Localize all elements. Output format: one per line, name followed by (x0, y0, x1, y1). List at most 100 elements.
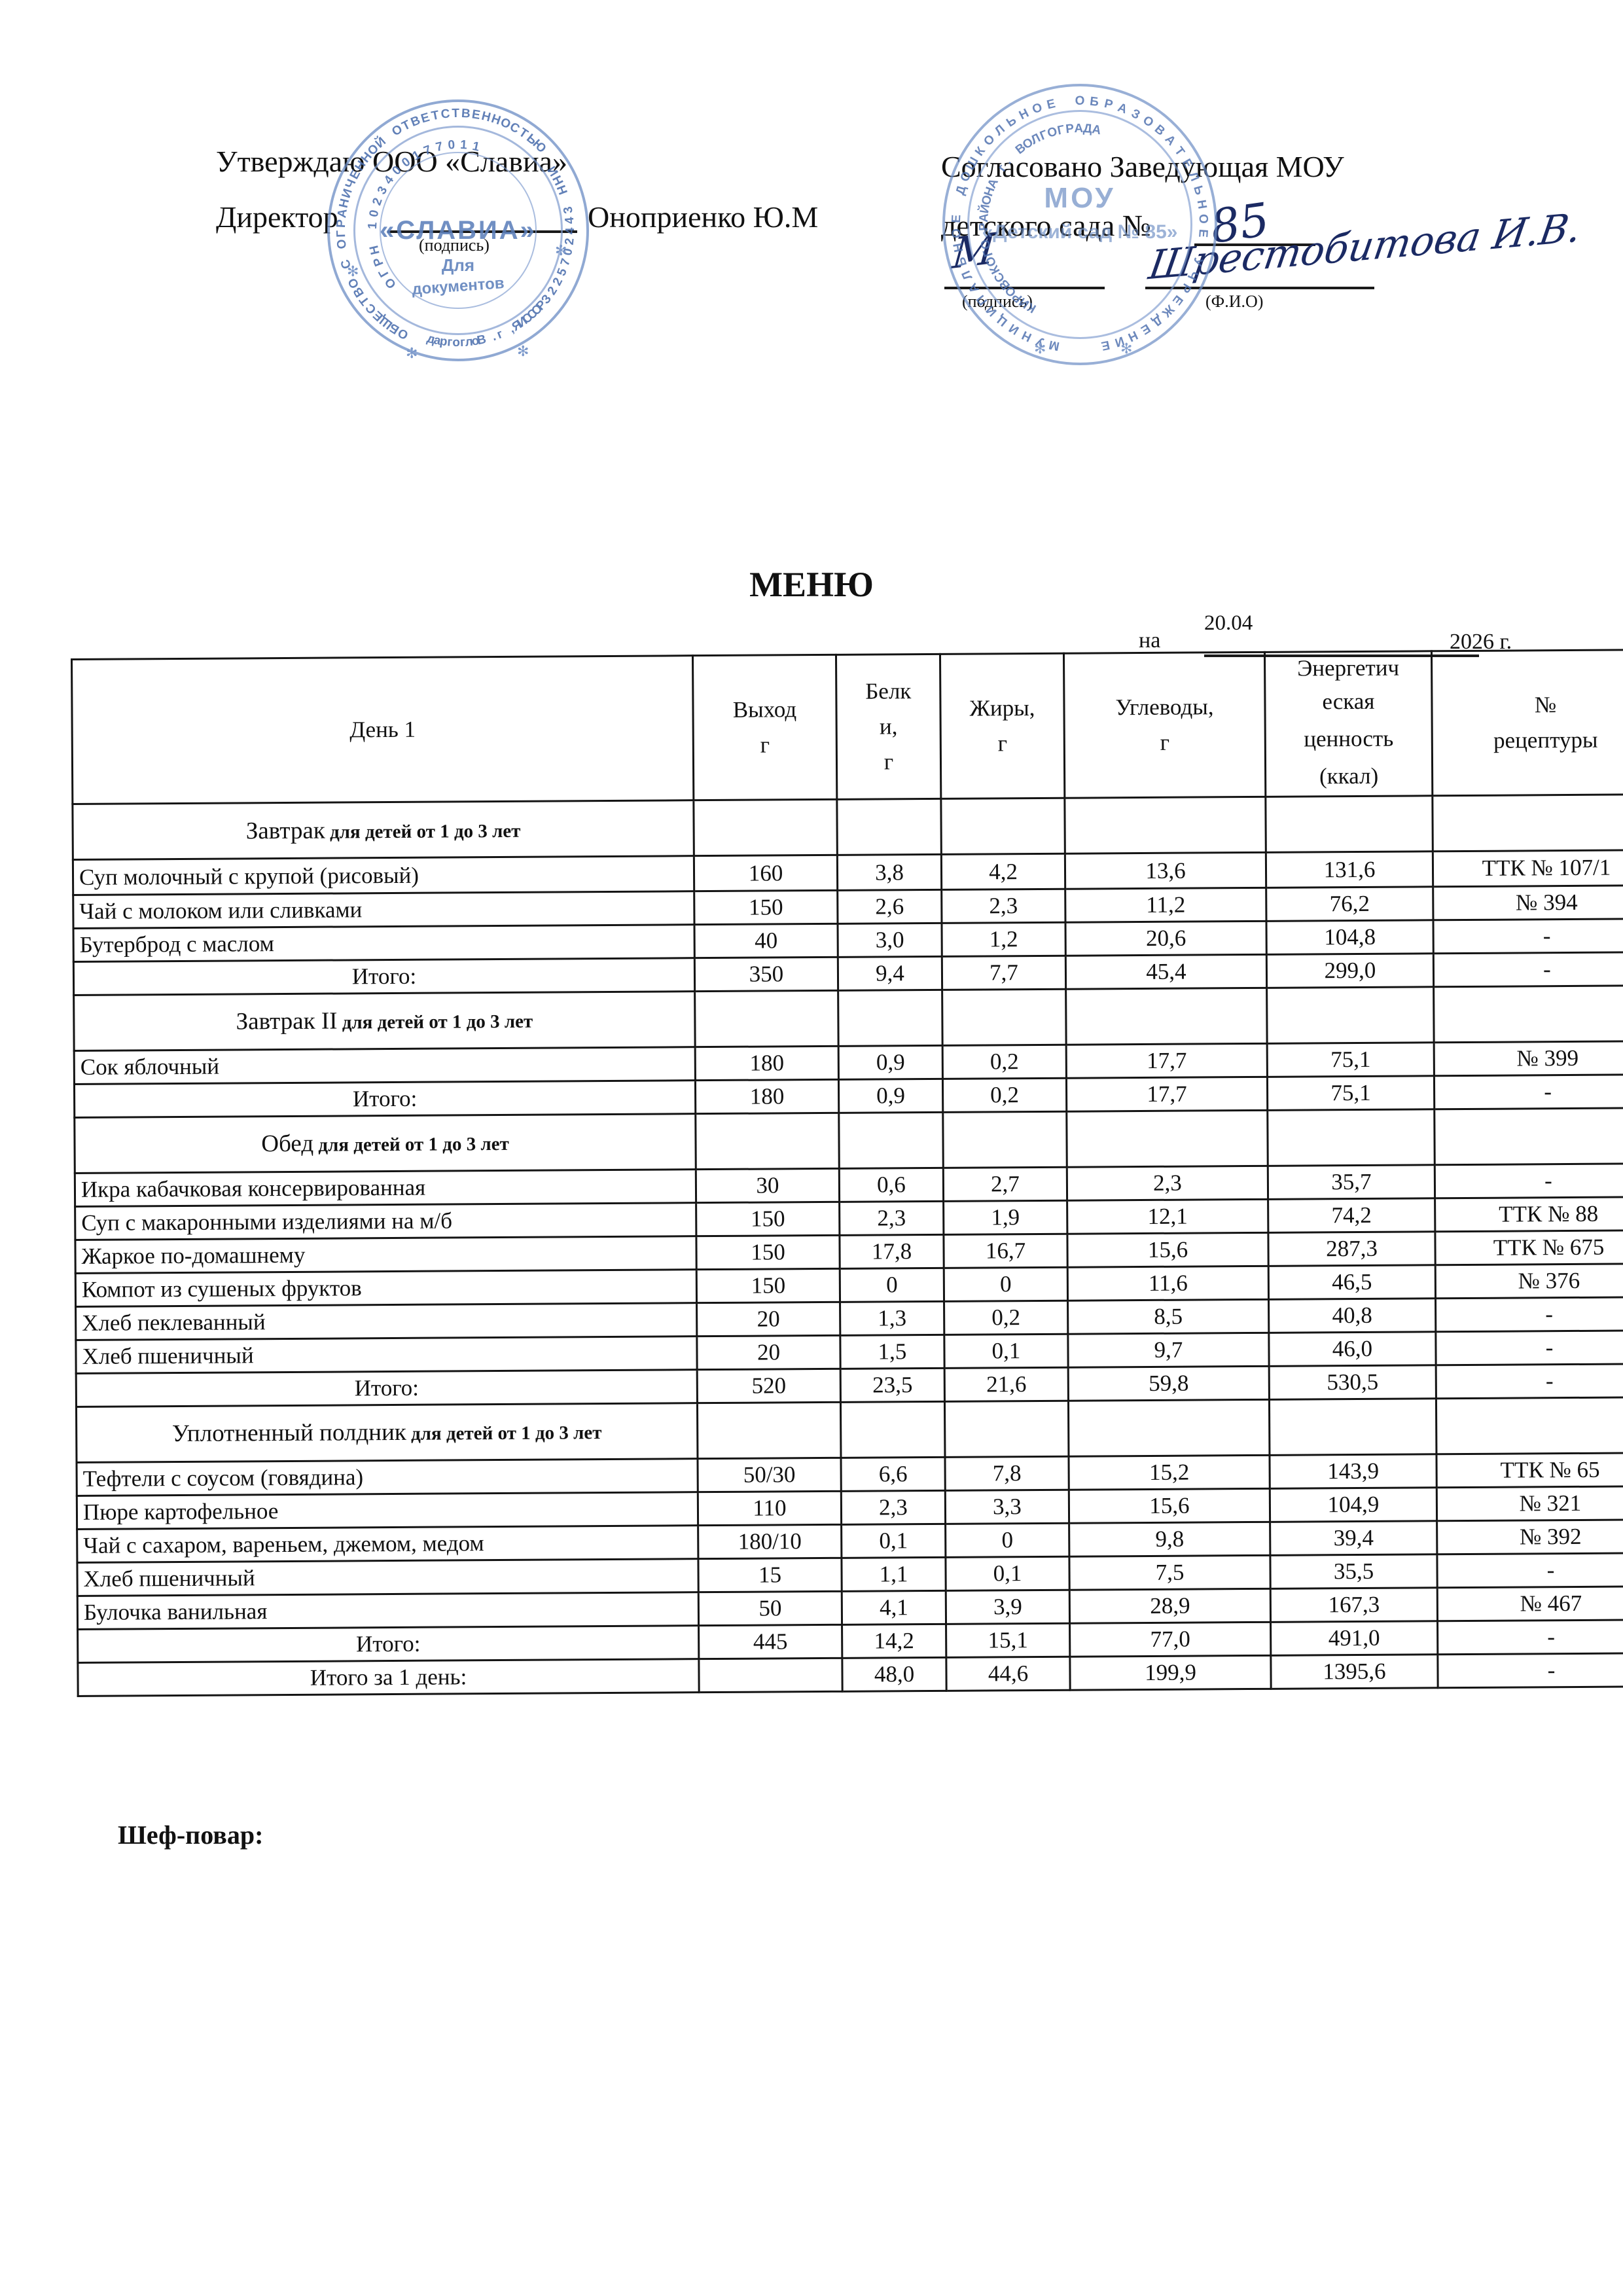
stamp-arc-char: г (495, 327, 505, 342)
cell-recipe: - (1433, 918, 1623, 954)
director-name: Оноприенко Ю.М (588, 200, 819, 234)
cell-protein: 1,5 (840, 1335, 945, 1369)
stamp-arc-char (336, 251, 351, 257)
stamp-arc-char: С (520, 310, 535, 327)
header-carbs: Углеводы, г (1063, 652, 1266, 798)
stamp-arc-char: , (507, 322, 516, 336)
stamp-arc-char: З (1129, 106, 1143, 122)
stamp-arc-char: С (440, 107, 451, 122)
section-title-sub: для детей от 1 до 3 лет (325, 820, 521, 843)
header-output-l1: Выход (732, 696, 797, 723)
cell-fat: 44,6 (946, 1657, 1071, 1691)
cell-output: 50/30 (697, 1458, 842, 1492)
stamp-arc-char: И (514, 314, 530, 331)
cell-recipe: - (1437, 1653, 1623, 1688)
cell-energy: 39,4 (1270, 1520, 1437, 1556)
header-output-unit: г (760, 732, 770, 758)
cell-energy-empty (1267, 1109, 1435, 1166)
cell-output: 350 (694, 957, 838, 992)
table-section-header: Завтрак для детей от 1 до 3 лет (72, 794, 1623, 860)
cell-recipe: № 321 (1436, 1486, 1623, 1521)
stamp-star-icon: ✻ (1034, 340, 1046, 357)
cell-protein: 3,0 (837, 923, 942, 958)
cell-energy: 76,2 (1266, 886, 1433, 922)
stamp-arc-char: И (339, 187, 355, 200)
cell-carbs: 45,4 (1065, 954, 1267, 990)
stamp-arc-char: О (395, 325, 411, 342)
stamp-purpose-line2: документов (411, 274, 505, 298)
cell-protein: 0,9 (838, 1045, 943, 1080)
cell-recipe: - (1433, 952, 1623, 987)
cell-protein: 17,8 (839, 1234, 944, 1269)
stamp-arc-char: л (464, 334, 474, 350)
cell-recipe: № 392 (1436, 1519, 1623, 1554)
stamp-arc-char: М (1047, 337, 1061, 353)
stamp-arc-char: О (1075, 94, 1085, 108)
cell-name: Итого: (73, 958, 695, 996)
cell-recipe: - (1434, 1074, 1623, 1109)
cell-fat: 0,2 (942, 1045, 1067, 1079)
cell-carbs: 9,7 (1067, 1333, 1270, 1368)
stamp-arc-char: Г (1038, 128, 1050, 143)
stamp-arc-char: В (408, 113, 423, 130)
kindergarten-number-rule (1194, 243, 1315, 246)
stamp-arc-char: р (438, 334, 448, 350)
cell-name: Жаркое по-домашнему (75, 1236, 697, 1274)
header-fat-unit: г (997, 730, 1008, 757)
cell-fat: 0,1 (944, 1334, 1069, 1369)
stamp-arc-char: о (452, 335, 461, 350)
section-title-main: Завтрак II (236, 1007, 338, 1035)
cell-carbs: 7,5 (1069, 1555, 1271, 1590)
cell-fat: 21,6 (944, 1367, 1069, 1402)
stamp-arc-char: Н (489, 111, 503, 128)
stamp-arc-char: Н (982, 185, 998, 198)
cell-name: Тефтели с соусом (говядина) (77, 1458, 698, 1496)
stamp-arc-char: Н (1126, 327, 1140, 344)
stamp-arc-char: Щ (376, 313, 396, 332)
stamp-arc-char: Т (357, 293, 373, 308)
cell-name: Хлеб пеклеванный (75, 1302, 697, 1340)
cell-energy: 530,5 (1269, 1365, 1436, 1400)
cell-fat: 0 (945, 1523, 1069, 1558)
stamp-arc-char: В (476, 332, 488, 348)
cell-output: 20 (696, 1335, 841, 1370)
cell-protein-empty (838, 1112, 944, 1169)
cell-protein: 6,6 (840, 1457, 946, 1492)
section-title-main: Уплотненный полдник (171, 1419, 406, 1448)
stamp-arc-char: Е (370, 308, 386, 324)
stamp-arc-char: 7 (558, 257, 574, 268)
section-title: Завтрак для детей от 1 до 3 лет (72, 800, 694, 860)
cell-carbs: 28,9 (1069, 1588, 1271, 1624)
stamp-arc-char: Н (1016, 106, 1031, 123)
stamp-arc-char (501, 325, 510, 340)
head-signature-rule (944, 287, 1105, 289)
cell-name: Икра кабачковая консервированная (75, 1169, 696, 1207)
cell-protein: 0,9 (838, 1079, 943, 1113)
cell-recipe: - (1435, 1297, 1623, 1332)
cell-carbs-empty (1065, 988, 1268, 1045)
stamp-arc-char: О (389, 122, 405, 139)
stamp-arc-char: С (991, 269, 1008, 285)
cell-carbs: 15,2 (1068, 1455, 1270, 1490)
stamp-arc-char: 0 (366, 208, 382, 219)
cell-protein: 0,6 (839, 1168, 944, 1202)
cell-fat: 2,7 (943, 1167, 1067, 1202)
stamp-arc-char: С (507, 120, 522, 137)
cell-output: 160 (694, 855, 838, 891)
agree-label: Согласовано Заведующая МОУ (941, 150, 1344, 183)
cell-energy: 143,9 (1269, 1454, 1437, 1489)
stamp-star-icon: ✻ (517, 343, 529, 359)
stamp-arc-char: 2 (370, 196, 385, 207)
cell-carbs: 199,9 (1069, 1655, 1272, 1691)
section-title: Завтрак II для детей от 1 до 3 лет (73, 991, 696, 1051)
stamp-arc-char: Л (1028, 131, 1043, 148)
cell-energy: 167,3 (1270, 1587, 1438, 1623)
cell-protein: 1,3 (840, 1301, 944, 1336)
stamp-arc-char: Е (1196, 228, 1210, 238)
stamp-arc-char: 4 (562, 216, 577, 225)
cell-output: 110 (698, 1491, 842, 1526)
cell-fat-empty (944, 1401, 1069, 1458)
page-title: МЕНЮ (749, 565, 874, 604)
stamp-arc-char (1063, 95, 1068, 109)
stamp-arc-char: Ц (994, 312, 1010, 329)
